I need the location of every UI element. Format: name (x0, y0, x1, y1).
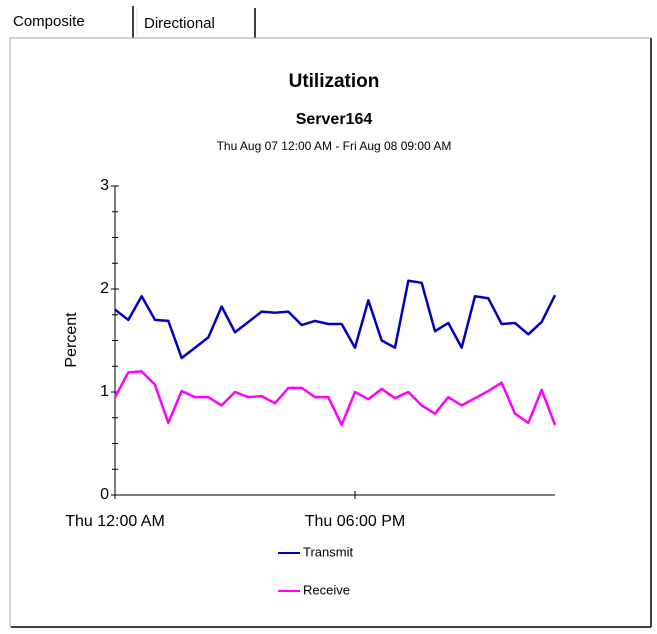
tab[interactable]: Directional (144, 15, 215, 32)
x-tick-label: Thu 06:00 PM (305, 513, 406, 530)
y-tick-label: 1 (100, 383, 109, 400)
line-series (113, 370, 557, 427)
x-tick-label: Thu 12:00 AM (65, 513, 165, 530)
tab[interactable]: Composite (13, 13, 85, 30)
y-tick-label: 3 (100, 177, 109, 194)
legend-label: Receive (303, 582, 350, 597)
date-range: Thu Aug 07 12:00 AM - Fri Aug 08 09:00 A… (217, 139, 452, 153)
line-series (114, 279, 557, 360)
chart-subtitle: Server164 (296, 111, 373, 128)
tab-bar: Composite Directional (5, 5, 256, 38)
y-axis-label: Percent (63, 312, 80, 368)
chart-title: Utilization (289, 71, 380, 92)
legend-label: Transmit (303, 544, 353, 559)
y-tick-label: 2 (100, 280, 109, 297)
panel (9, 37, 652, 628)
y-tick-label: 0 (100, 486, 109, 503)
